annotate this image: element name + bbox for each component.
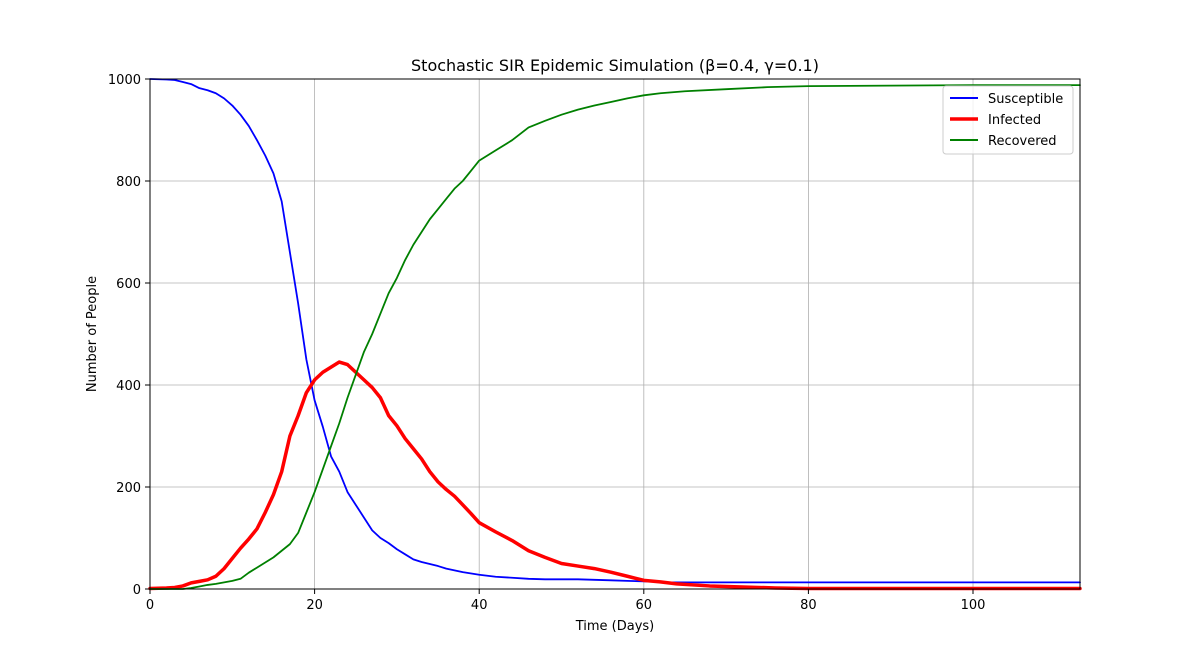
- x-tick-label: 100: [961, 598, 986, 613]
- x-axis-label: Time (Days): [575, 619, 655, 634]
- y-tick-label: 400: [116, 379, 141, 394]
- y-tick-label: 600: [116, 277, 141, 292]
- x-tick-label: 20: [306, 598, 323, 613]
- legend-box: [942, 85, 1074, 155]
- legend-label-susceptible: Susceptible: [988, 92, 1063, 107]
- x-tick-label: 60: [636, 598, 653, 613]
- legend-label-recovered: Recovered: [988, 134, 1057, 149]
- y-tick-label: 800: [116, 175, 141, 190]
- plot-series: [148, 78, 1082, 591]
- y-axis-label: Number of People: [85, 276, 100, 392]
- x-tick-label: 40: [471, 598, 488, 613]
- y-tick-label: 0: [133, 583, 141, 598]
- series-line-infected: [148, 360, 1082, 591]
- x-tick-label: 0: [146, 598, 154, 613]
- series-line-recovered: [149, 84, 1081, 590]
- chart-title: Stochastic SIR Epidemic Simulation (β=0.…: [411, 56, 819, 75]
- legend-label-infected: Infected: [988, 113, 1041, 128]
- series-line-susceptible: [149, 78, 1081, 584]
- y-tick-label: 200: [116, 481, 141, 496]
- plot-frame: [149, 78, 1081, 590]
- legend: Susceptible Infected Recovered: [942, 85, 1074, 155]
- y-tick-label: 1000: [108, 73, 141, 88]
- x-tick-label: 80: [800, 598, 817, 613]
